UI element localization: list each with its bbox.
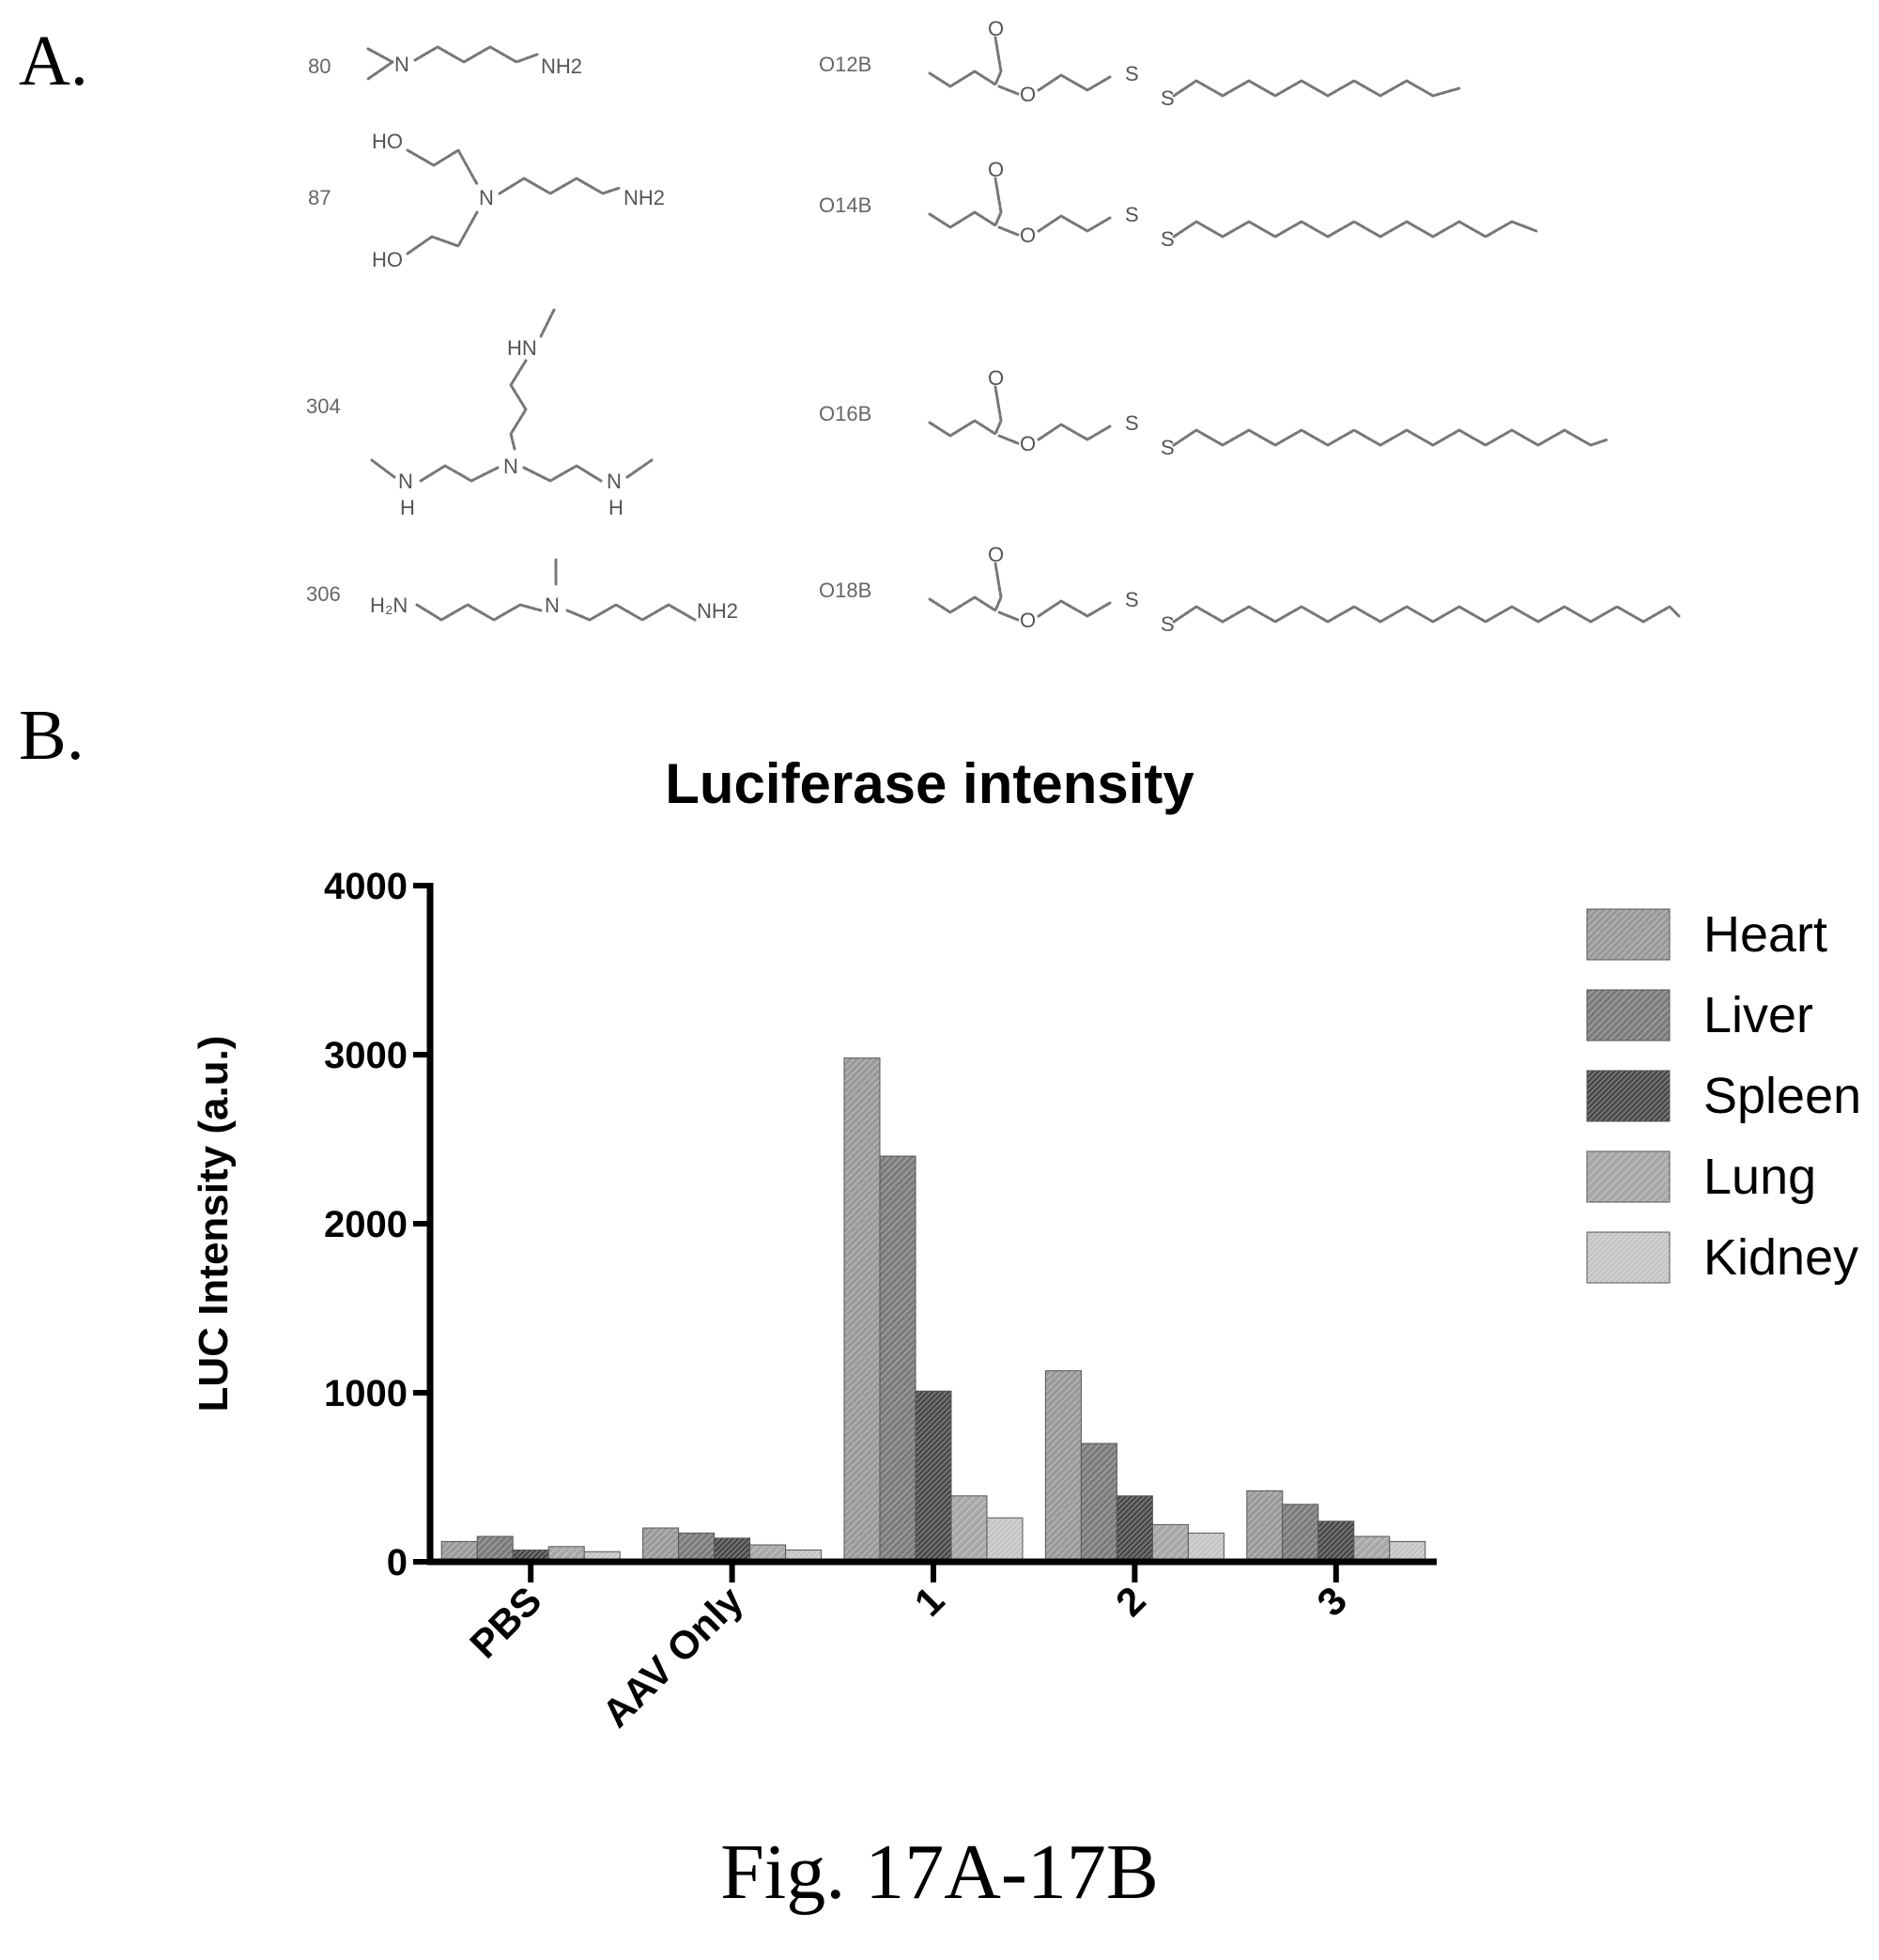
amine-304-structure: HN N N H N H — [370, 308, 654, 519]
svg-text:H: H — [608, 496, 624, 519]
legend-swatch-heart — [1586, 908, 1671, 961]
panel-b-label: B. — [19, 696, 85, 775]
bar-liver-4 — [1282, 1504, 1319, 1563]
amine-id: 87 — [308, 186, 331, 209]
legend-swatch-lung — [1586, 1150, 1671, 1203]
bar-heart-4 — [1246, 1489, 1284, 1563]
y-tick-label: 2000 — [324, 1204, 408, 1245]
svg-text:S: S — [1161, 612, 1175, 636]
tail-id: O16B — [819, 402, 871, 425]
bar-lung-0 — [547, 1546, 585, 1563]
tail-id: O14B — [819, 193, 871, 217]
svg-text:S: S — [1125, 411, 1139, 435]
bar-lung-2 — [950, 1495, 988, 1563]
bar-liver-2 — [879, 1155, 916, 1563]
tail-structures: O12B O O S S O14B O O S S O16B O O S S O… — [819, 17, 1681, 636]
amine-formula: NH2 — [624, 186, 665, 209]
y-tick-label: 4000 — [324, 866, 408, 907]
svg-text:O: O — [988, 543, 1004, 566]
amine-id: 306 — [306, 582, 341, 606]
bar-heart-1 — [642, 1527, 680, 1563]
svg-text:S: S — [1161, 227, 1175, 251]
x-category-label: 1 — [906, 1578, 953, 1625]
bar-kidney-1 — [785, 1549, 823, 1563]
svg-text:HN: HN — [507, 336, 537, 360]
y-tick-label: 3000 — [324, 1035, 408, 1076]
bar-lung-4 — [1353, 1536, 1391, 1563]
bar-spleen-4 — [1317, 1520, 1355, 1563]
bar-spleen-1 — [714, 1537, 751, 1563]
svg-text:O: O — [1020, 83, 1036, 106]
bar-kidney-4 — [1389, 1540, 1426, 1563]
legend-label-spleen: Spleen — [1703, 1068, 1861, 1124]
svg-text:O: O — [1020, 432, 1036, 455]
x-category-label: 3 — [1308, 1578, 1355, 1625]
y-tick-label: 1000 — [324, 1373, 408, 1414]
svg-text:S: S — [1125, 588, 1139, 611]
amine-formula: NH2 — [697, 599, 738, 623]
bar-liver-0 — [476, 1536, 514, 1563]
svg-text:N: N — [398, 470, 413, 493]
legend-swatch-spleen — [1586, 1070, 1671, 1122]
legend-swatch-liver — [1586, 989, 1671, 1042]
legend-label-liver: Liver — [1703, 987, 1813, 1043]
svg-text:N: N — [479, 186, 494, 209]
svg-text:H₂N: H₂N — [370, 594, 408, 617]
bar-lung-3 — [1151, 1523, 1189, 1563]
svg-text:HO: HO — [372, 130, 403, 153]
y-tick-label: 0 — [387, 1542, 408, 1583]
panel-a-label: A. — [19, 22, 88, 100]
bar-spleen-0 — [512, 1549, 549, 1563]
x-category-label: PBS — [461, 1578, 549, 1666]
bar-kidney-2 — [986, 1517, 1024, 1563]
tail-id: O18B — [819, 579, 871, 602]
bar-spleen-3 — [1116, 1495, 1153, 1563]
amine-87-structure: HO N HO — [372, 130, 622, 271]
bar-heart-3 — [1044, 1370, 1082, 1563]
svg-text:N: N — [503, 455, 518, 478]
svg-text:O: O — [988, 366, 1004, 390]
bar-liver-3 — [1080, 1443, 1117, 1563]
svg-text:S: S — [1125, 62, 1139, 85]
bar-heart-2 — [843, 1057, 881, 1563]
x-category-label: 2 — [1107, 1578, 1154, 1625]
svg-text:O: O — [1020, 224, 1036, 247]
bar-spleen-2 — [915, 1390, 952, 1563]
bar-lung-1 — [749, 1544, 787, 1563]
svg-text:O: O — [988, 158, 1004, 181]
svg-text:O: O — [1020, 609, 1036, 632]
legend-label-lung: Lung — [1703, 1149, 1816, 1205]
chemical-structures: 80 N NH2 87 HO N HO NH2 304 HN N N H N H… — [306, 17, 1681, 636]
svg-text:O: O — [988, 17, 1004, 40]
x-category-label: AAV Only — [593, 1578, 751, 1736]
legend-label-heart: Heart — [1703, 906, 1827, 963]
amine-id: 304 — [306, 394, 341, 418]
svg-text:HO: HO — [372, 248, 403, 271]
chart-title: Luciferase intensity — [665, 752, 1194, 815]
bar-heart-0 — [440, 1540, 478, 1563]
tail-id: O12B — [819, 53, 871, 76]
svg-text:H: H — [400, 496, 415, 519]
legend-label-kidney: Kidney — [1703, 1229, 1858, 1286]
amine-formula: NH2 — [541, 54, 582, 78]
svg-text:N: N — [607, 470, 622, 493]
svg-text:N: N — [545, 594, 560, 617]
svg-text:S: S — [1125, 203, 1139, 226]
bar-kidney-3 — [1187, 1532, 1224, 1563]
bar-liver-1 — [678, 1532, 716, 1563]
svg-text:S: S — [1161, 436, 1175, 459]
svg-text:S: S — [1161, 86, 1175, 110]
figure-caption: Fig. 17A-17B — [720, 1829, 1159, 1916]
amine-id: 80 — [308, 54, 331, 78]
legend-swatch-kidney — [1586, 1231, 1671, 1284]
bar-kidney-0 — [583, 1551, 621, 1563]
amine-306-structure: H₂N N — [370, 558, 697, 622]
svg-text:N: N — [394, 53, 409, 76]
amine-80-structure: N — [366, 45, 539, 81]
y-axis-label: LUC Intensity (a.u.) — [191, 1036, 237, 1412]
